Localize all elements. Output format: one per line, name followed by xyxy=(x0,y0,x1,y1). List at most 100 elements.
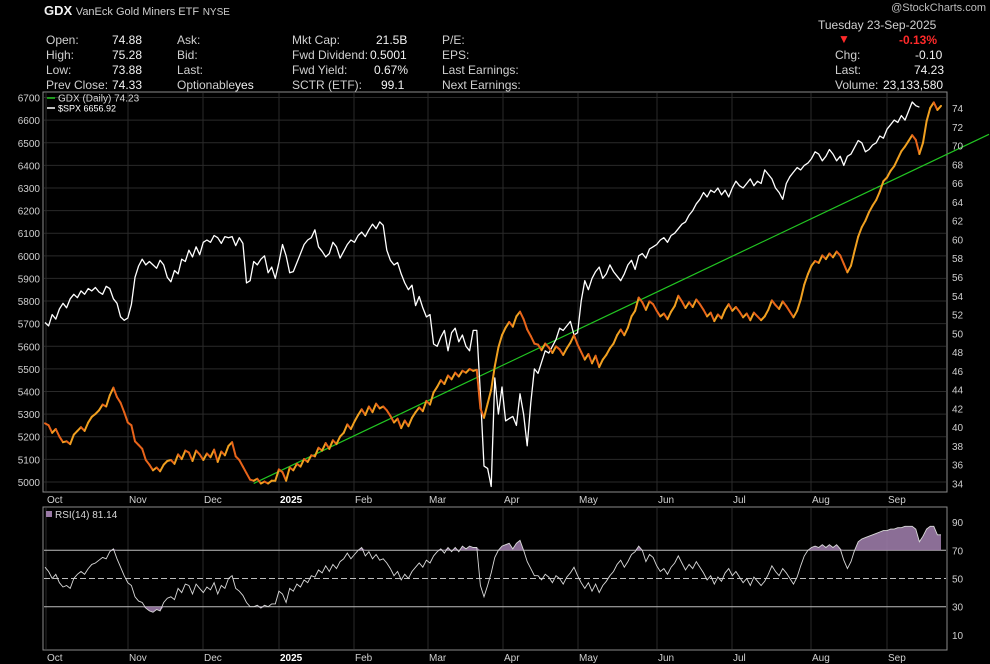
right-axis-tick: 50 xyxy=(952,329,964,340)
gdx-segment xyxy=(655,309,662,318)
gdx-segment xyxy=(868,204,874,214)
rsi-line xyxy=(44,525,941,613)
gdx-segment xyxy=(922,120,928,144)
gdx-segment xyxy=(673,294,680,308)
rsi-x-axis-tick: Sep xyxy=(888,653,906,664)
gdx-segment xyxy=(493,346,500,368)
gdx-segment xyxy=(450,371,457,381)
right-axis-tick: 74 xyxy=(952,104,964,115)
gdx-segment xyxy=(644,300,651,311)
last-label: Last: xyxy=(177,63,204,77)
trendline xyxy=(253,133,990,485)
rsi-axis-tick: 10 xyxy=(952,631,964,642)
right-axis-tick: 64 xyxy=(952,198,964,209)
sctr-value: 99.1 xyxy=(381,78,405,92)
security-name: VanEck Gold Miners ETF xyxy=(75,6,200,18)
rsi-panel-frame xyxy=(42,506,948,651)
ticker-title: GDX VanEck Gold Miners ETF NYSE xyxy=(44,3,230,18)
gdx-segment xyxy=(932,101,939,111)
gdx-segment xyxy=(364,405,370,416)
gdx-segment xyxy=(191,449,198,462)
ask-label: Ask: xyxy=(177,33,201,47)
gdx-segment xyxy=(626,315,633,329)
rsi-x-axis-tick: 2025 xyxy=(280,653,303,664)
gdx-segment xyxy=(616,328,622,337)
right-axis-tick: 48 xyxy=(952,348,964,359)
gdx-segment xyxy=(231,441,237,458)
right-axis-tick: 40 xyxy=(952,423,964,434)
eps-label: EPS: xyxy=(442,48,470,62)
gdx-segment xyxy=(504,321,511,329)
gdx-segment xyxy=(605,347,611,356)
right-axis-tick: 70 xyxy=(952,142,964,153)
gdx-segment xyxy=(720,308,727,320)
x-axis-tick: Apr xyxy=(504,495,520,506)
left-axis-tick: 6500 xyxy=(18,139,41,150)
gdx-segment xyxy=(141,447,147,461)
gdx-segment xyxy=(335,435,342,446)
gdx-segment xyxy=(670,305,676,313)
gdx-segment xyxy=(486,388,493,405)
left-axis-tick: 6200 xyxy=(18,207,41,218)
gdx-segment xyxy=(824,252,831,261)
gdx-segment xyxy=(123,411,129,424)
price-legend: GDX (Daily) 74.23 $SPX 6656.92 xyxy=(47,94,140,114)
gdx-segment xyxy=(241,465,248,475)
left-axis-tick: 5500 xyxy=(18,365,41,376)
quote-date: Tuesday 23-Sep-2025 xyxy=(818,18,937,32)
gdx-segment xyxy=(918,141,924,155)
gdx-segment xyxy=(58,435,64,444)
gdx-segment xyxy=(180,449,187,461)
gdx-segment xyxy=(652,303,658,312)
gdx-segment xyxy=(803,273,809,286)
gdx-segment xyxy=(529,335,536,345)
open-value: 74.88 xyxy=(112,33,143,47)
gdx-segment xyxy=(475,368,482,410)
watermark: @StockCharts.com xyxy=(891,2,986,14)
gdx-segment xyxy=(443,374,449,385)
fwd-yield-label: Fwd Yield: xyxy=(292,63,348,77)
gdx-segment xyxy=(112,386,118,399)
gdx-segment xyxy=(223,444,230,457)
high-label: High: xyxy=(46,48,75,62)
last-price-value: 74.23 xyxy=(914,63,945,77)
gdx-segment xyxy=(245,472,252,481)
gdx-segment xyxy=(875,190,881,201)
rsi-x-axis-tick: Oct xyxy=(47,653,63,664)
gdx-segment xyxy=(299,458,306,468)
gdx-segment xyxy=(691,298,698,308)
gdx-segment xyxy=(116,396,122,404)
gdx-segment xyxy=(522,318,529,331)
rsi-axis-tick: 70 xyxy=(952,546,964,557)
gdx-segment xyxy=(342,423,349,434)
right-axis-tick: 54 xyxy=(952,292,964,303)
gdx-segment xyxy=(54,428,61,438)
gdx-segment xyxy=(400,419,406,430)
gdx-segment xyxy=(842,262,849,274)
x-axis-tick: Sep xyxy=(888,495,906,506)
gdx-segment xyxy=(767,299,773,311)
gdx-segment xyxy=(396,417,403,430)
gdx-segment xyxy=(702,308,709,318)
gdx-segment xyxy=(526,328,532,338)
gdx-segment xyxy=(709,311,716,323)
x-axis-tick: May xyxy=(579,495,598,506)
gdx-segment xyxy=(407,416,413,428)
gdx-segment xyxy=(886,169,892,179)
gdx-segment xyxy=(904,139,910,148)
low-value: 73.88 xyxy=(112,63,143,77)
gdx-segment xyxy=(573,334,579,346)
gdx-segment xyxy=(216,450,223,463)
gdx-segment xyxy=(763,308,770,318)
left-axis-tick: 5400 xyxy=(18,388,41,399)
bid-label: Bid: xyxy=(177,48,198,62)
right-axis-tick: 38 xyxy=(952,442,964,453)
gdx-segment xyxy=(864,211,870,222)
gdx-segment xyxy=(429,391,435,406)
gdx-segment xyxy=(666,310,673,321)
open-label: Open: xyxy=(46,33,79,47)
gdx-segment xyxy=(357,408,363,416)
gdx-segment xyxy=(832,250,838,259)
right-axis-tick: 42 xyxy=(952,404,964,415)
